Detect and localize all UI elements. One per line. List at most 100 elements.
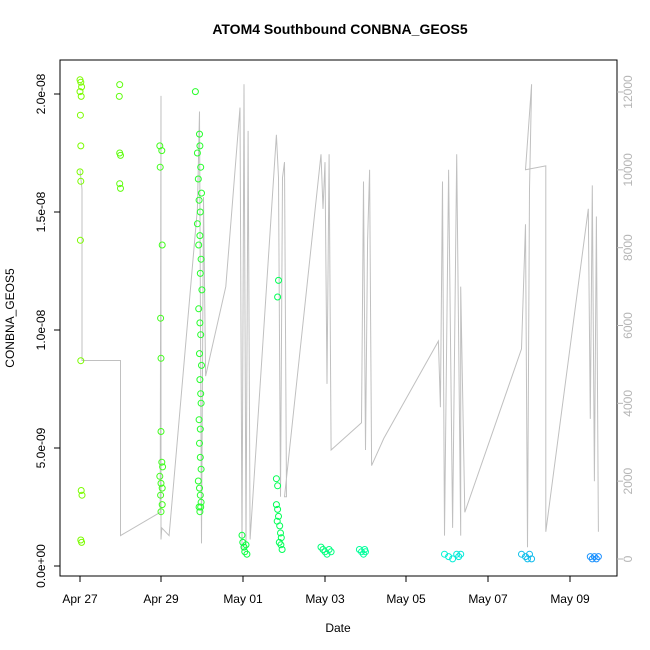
data-point-43 [195, 196, 203, 204]
y-right-tick-label-5: 10000 [621, 153, 635, 187]
data-point-56 [196, 376, 204, 384]
data-point-8 [77, 177, 85, 185]
y-right-tick-label-1: 2000 [621, 467, 635, 494]
x-tick-label-3: May 03 [305, 592, 345, 606]
x-axis-label: Date [325, 621, 351, 635]
data-point-48 [197, 255, 205, 263]
data-point-78 [274, 293, 282, 301]
data-point-28 [158, 458, 166, 466]
x-tick-label-6: May 09 [550, 592, 590, 606]
data-point-54 [196, 350, 203, 358]
data-point-47 [195, 241, 203, 249]
data-point-4 [77, 92, 85, 100]
x-tick-label-5: May 07 [468, 592, 508, 606]
y-tick-label-3: 1.5e-08 [34, 191, 48, 232]
data-point-67 [197, 498, 205, 506]
data-point-36 [191, 88, 199, 96]
altitude-line [79, 84, 599, 552]
y-right-tick-label-3: 6000 [621, 312, 635, 339]
data-point-21 [156, 142, 164, 150]
data-point-9 [76, 236, 84, 244]
data-point-55 [198, 361, 205, 369]
data-point-62 [196, 453, 204, 461]
data-point-49 [196, 269, 204, 277]
y-tick-label-2: 1.0e-08 [34, 309, 48, 350]
data-point-69 [196, 508, 204, 516]
data-point-114 [588, 555, 596, 563]
data-point-42 [198, 189, 205, 197]
data-point-89 [277, 541, 285, 549]
data-point-63 [197, 465, 205, 473]
data-point-86 [277, 529, 284, 537]
data-point-11 [77, 487, 85, 494]
data-point-19 [116, 180, 124, 188]
data-point-79 [272, 475, 280, 483]
data-point-22 [158, 147, 166, 155]
data-point-87 [277, 534, 285, 542]
y-right-tick-label-2: 4000 [621, 390, 635, 417]
data-points-layer [76, 76, 602, 563]
y-tick-label-0: 0.0e+00 [34, 544, 48, 588]
data-point-18 [117, 151, 124, 159]
data-point-66 [196, 491, 204, 499]
data-point-90 [278, 546, 286, 553]
data-point-96 [327, 548, 335, 556]
data-point-31 [157, 479, 165, 487]
data-point-82 [274, 505, 282, 513]
data-point-112 [528, 555, 536, 563]
y-axis-label: CONBNA_GEOS5 [3, 268, 17, 368]
data-point-95 [325, 546, 333, 553]
data-point-12 [78, 491, 86, 499]
axes-layer: Apr 27 Apr 29 May 01 May 03 May 05 May 07 May … [34, 73, 635, 606]
data-point-110 [524, 555, 531, 563]
data-point-29 [159, 463, 167, 471]
data-point-44 [196, 208, 204, 216]
plot-frame [59, 59, 618, 577]
data-point-14 [78, 538, 86, 546]
data-point-34 [158, 501, 166, 509]
data-point-73 [240, 543, 248, 551]
data-point-71 [238, 531, 246, 539]
data-point-57 [197, 390, 205, 398]
data-point-104 [449, 555, 457, 563]
data-point-52 [196, 319, 204, 327]
data-point-83 [275, 512, 282, 520]
data-point-6 [77, 142, 85, 150]
chart-title: ATOM4 Southbound CONBNA_GEOS5 [212, 21, 468, 37]
data-point-77 [275, 276, 282, 284]
data-point-46 [196, 232, 204, 240]
data-point-75 [242, 541, 250, 549]
data-point-5 [76, 111, 84, 119]
data-point-97 [355, 546, 363, 553]
data-point-116 [592, 555, 600, 563]
y-right-tick-label-4: 8000 [621, 234, 635, 261]
x-tick-label-0: Apr 27 [62, 592, 98, 606]
data-point-70 [197, 503, 205, 511]
data-point-45 [193, 220, 201, 228]
data-point-25 [157, 314, 165, 322]
data-point-50 [198, 286, 206, 294]
data-point-115 [590, 553, 598, 561]
x-tick-label-2: May 01 [223, 592, 263, 606]
data-point-20 [117, 184, 124, 192]
data-point-60 [196, 425, 204, 433]
data-point-15 [116, 81, 124, 89]
data-point-107 [457, 550, 465, 558]
data-point-41 [194, 175, 202, 183]
data-point-103 [445, 553, 453, 561]
data-point-33 [157, 491, 165, 499]
data-point-85 [276, 522, 284, 530]
data-point-39 [193, 149, 201, 157]
data-point-35 [157, 508, 165, 516]
data-point-117 [594, 553, 602, 561]
y-right-tick-label-6: 12000 [621, 75, 635, 109]
data-point-53 [197, 331, 205, 339]
data-point-23 [156, 163, 164, 171]
data-point-81 [272, 501, 280, 509]
data-point-101 [362, 548, 369, 556]
data-point-38 [196, 142, 204, 150]
data-point-40 [197, 163, 205, 171]
data-point-64 [194, 477, 202, 485]
data-point-26 [157, 354, 165, 362]
